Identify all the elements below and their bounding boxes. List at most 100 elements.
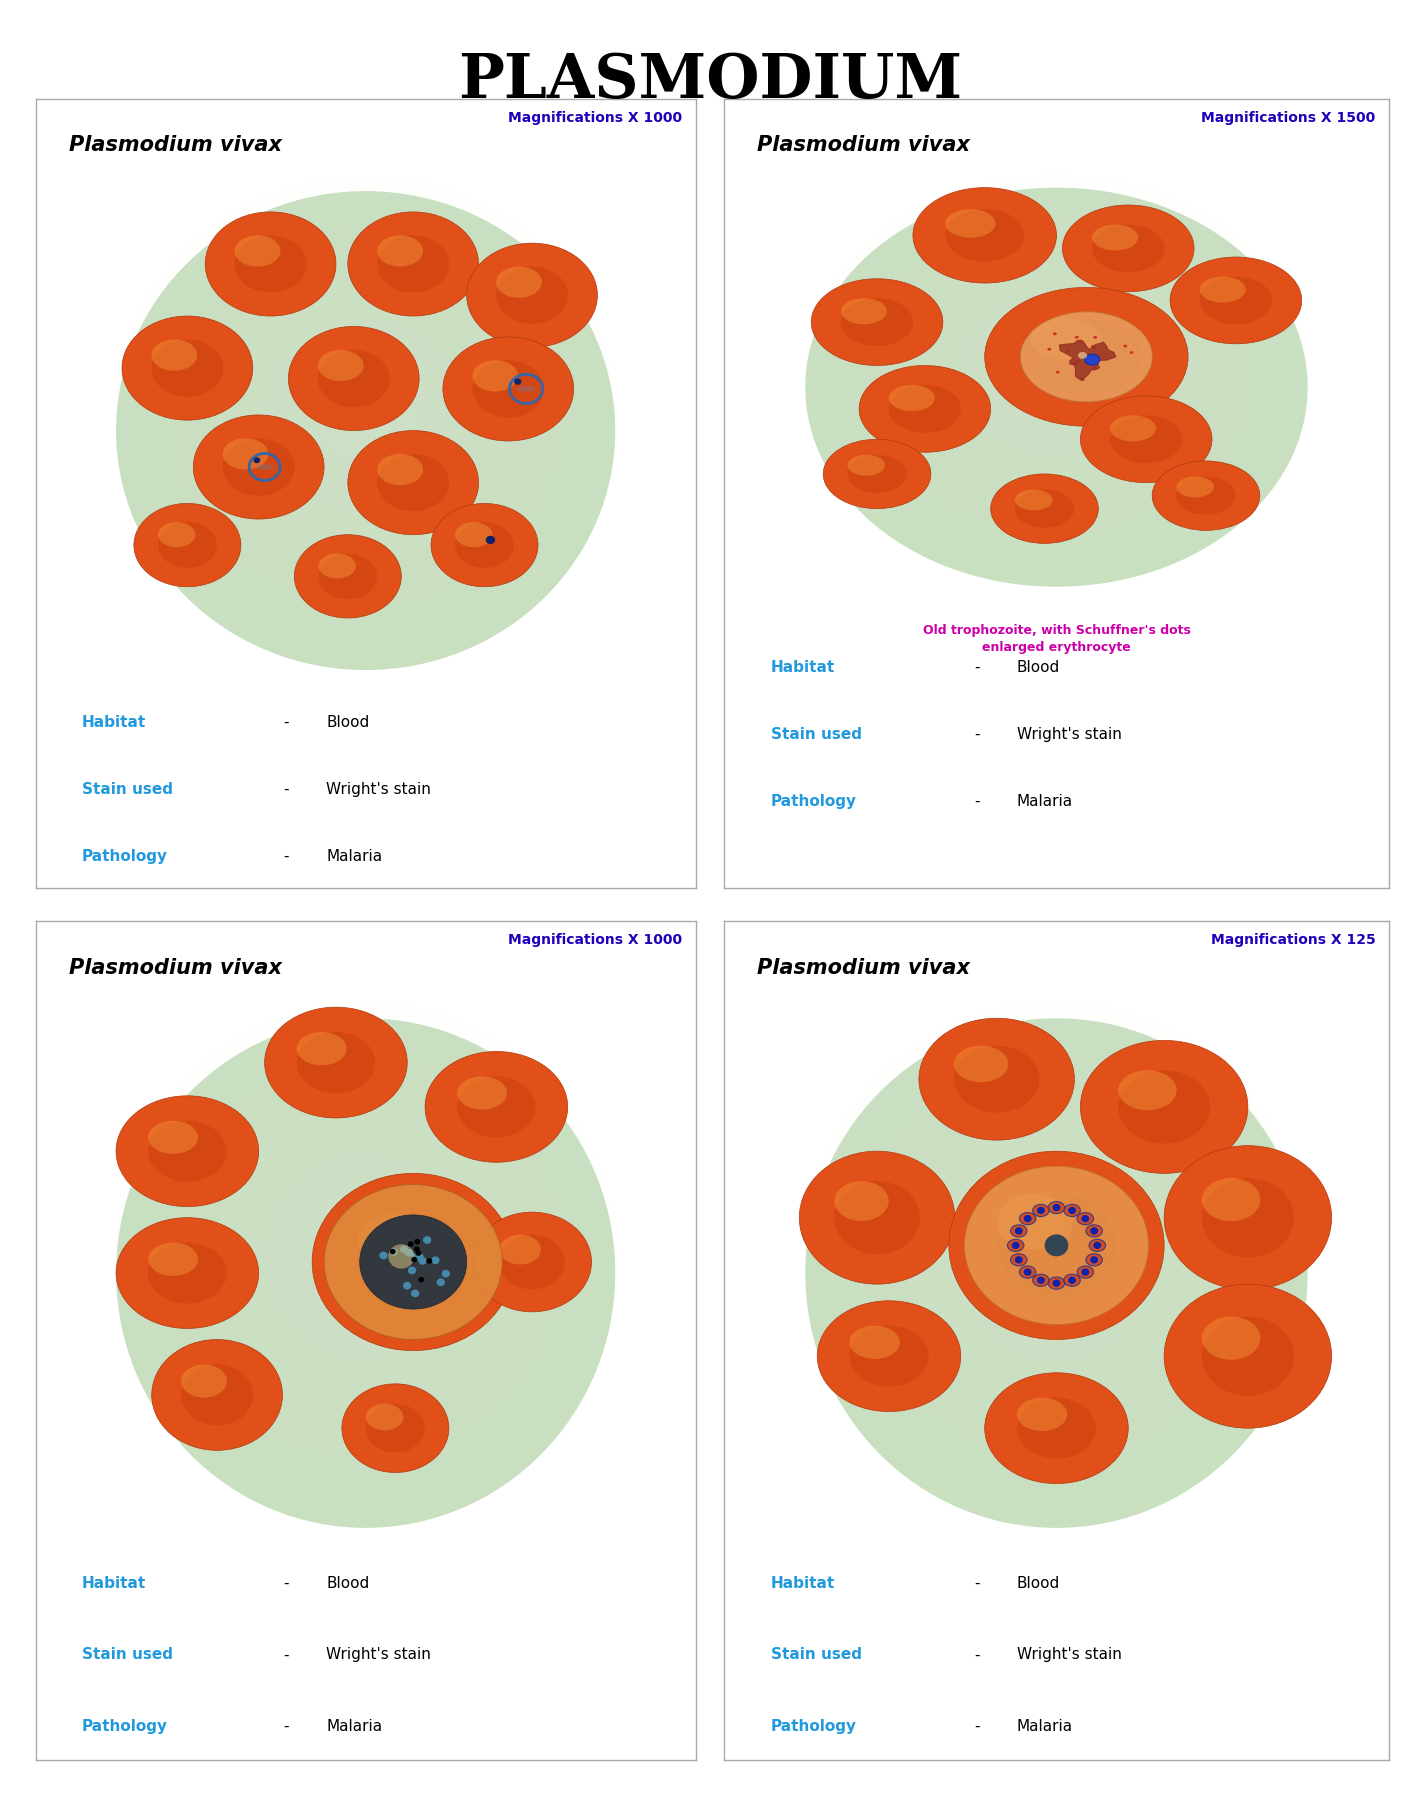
Circle shape [408, 1267, 416, 1274]
Ellipse shape [946, 209, 995, 238]
Ellipse shape [1092, 224, 1164, 273]
Circle shape [388, 1244, 415, 1269]
Ellipse shape [264, 1007, 408, 1117]
Text: Magnifications X 1500: Magnifications X 1500 [1201, 112, 1376, 125]
Text: -: - [974, 659, 980, 675]
Ellipse shape [182, 1365, 253, 1426]
Ellipse shape [116, 1096, 258, 1206]
Text: Pathology: Pathology [771, 794, 856, 809]
Polygon shape [1059, 341, 1116, 381]
Ellipse shape [1200, 276, 1245, 303]
Circle shape [1056, 370, 1059, 374]
Ellipse shape [1011, 1226, 1027, 1236]
Circle shape [1024, 1269, 1031, 1276]
Text: -: - [284, 1648, 290, 1662]
Ellipse shape [1031, 319, 1142, 395]
Circle shape [415, 1253, 423, 1262]
Ellipse shape [158, 522, 196, 547]
Text: -: - [284, 848, 290, 865]
Ellipse shape [133, 504, 241, 587]
Ellipse shape [152, 1339, 283, 1451]
Text: Wright's stain: Wright's stain [1017, 1648, 1122, 1662]
Text: Blood: Blood [327, 1576, 369, 1592]
Ellipse shape [1015, 489, 1074, 527]
Text: Malaria: Malaria [327, 848, 382, 865]
Circle shape [423, 1236, 432, 1244]
Circle shape [400, 1245, 408, 1253]
Ellipse shape [148, 1121, 227, 1182]
Ellipse shape [342, 1384, 449, 1473]
Text: Plasmodium vivax: Plasmodium vivax [757, 958, 970, 978]
Ellipse shape [1031, 319, 1102, 361]
Ellipse shape [366, 1404, 425, 1453]
Ellipse shape [457, 1076, 507, 1110]
Circle shape [442, 1269, 450, 1278]
Ellipse shape [991, 475, 1098, 543]
Ellipse shape [152, 339, 197, 370]
Text: Malaria: Malaria [1017, 1718, 1072, 1735]
Text: Pathology: Pathology [82, 848, 168, 865]
Ellipse shape [805, 188, 1308, 587]
Ellipse shape [193, 415, 324, 520]
Ellipse shape [318, 350, 364, 381]
Text: Stain used: Stain used [771, 1648, 862, 1662]
Text: Blood: Blood [1017, 659, 1059, 675]
Circle shape [1015, 1227, 1022, 1235]
Text: Magnifications X 1000: Magnifications X 1000 [508, 933, 683, 948]
Ellipse shape [859, 365, 991, 453]
Ellipse shape [1078, 1213, 1093, 1226]
Ellipse shape [312, 1173, 514, 1350]
Text: Malaria: Malaria [327, 1718, 382, 1735]
Ellipse shape [1048, 1202, 1065, 1213]
Ellipse shape [148, 1242, 227, 1303]
Circle shape [1092, 347, 1096, 350]
Ellipse shape [848, 455, 906, 493]
Ellipse shape [849, 1325, 929, 1386]
Ellipse shape [954, 1045, 1008, 1083]
Ellipse shape [1048, 1278, 1065, 1289]
Circle shape [1072, 363, 1076, 365]
Text: Stain used: Stain used [82, 782, 173, 798]
Ellipse shape [116, 191, 615, 670]
Ellipse shape [223, 439, 294, 496]
Ellipse shape [432, 504, 538, 587]
Ellipse shape [997, 1193, 1072, 1251]
Circle shape [389, 1247, 398, 1256]
Ellipse shape [206, 211, 337, 316]
Ellipse shape [297, 1032, 375, 1094]
Ellipse shape [256, 464, 274, 469]
Text: Old trophozoite, with Schuffner's dots
enlarged erythrocyte: Old trophozoite, with Schuffner's dots e… [923, 625, 1190, 653]
Ellipse shape [359, 1215, 467, 1309]
Ellipse shape [1017, 1397, 1068, 1431]
Ellipse shape [358, 1213, 429, 1267]
Text: Wright's stain: Wright's stain [327, 1648, 430, 1662]
Text: -: - [974, 794, 980, 809]
Circle shape [1129, 352, 1133, 354]
Ellipse shape [152, 339, 223, 397]
Ellipse shape [1078, 1265, 1093, 1278]
Ellipse shape [1201, 1179, 1294, 1258]
Ellipse shape [454, 522, 493, 547]
Ellipse shape [1017, 1397, 1096, 1458]
Ellipse shape [366, 1404, 403, 1430]
Circle shape [1066, 350, 1071, 352]
Ellipse shape [841, 298, 913, 347]
Text: Habitat: Habitat [771, 1576, 835, 1592]
Ellipse shape [1164, 1146, 1332, 1291]
Ellipse shape [964, 1166, 1149, 1325]
Ellipse shape [919, 1018, 1075, 1141]
Circle shape [1074, 363, 1078, 365]
Circle shape [1068, 1276, 1076, 1283]
Text: Magnifications X 125: Magnifications X 125 [1211, 933, 1376, 948]
Ellipse shape [496, 267, 568, 323]
Ellipse shape [1201, 1316, 1294, 1395]
Ellipse shape [1176, 477, 1214, 498]
Ellipse shape [116, 1018, 615, 1527]
Ellipse shape [1007, 1240, 1024, 1251]
Text: Habitat: Habitat [82, 715, 146, 729]
Text: -: - [974, 1718, 980, 1735]
Circle shape [1037, 1276, 1045, 1283]
Circle shape [412, 1256, 417, 1262]
Circle shape [1052, 1204, 1061, 1211]
Ellipse shape [1164, 1283, 1332, 1428]
